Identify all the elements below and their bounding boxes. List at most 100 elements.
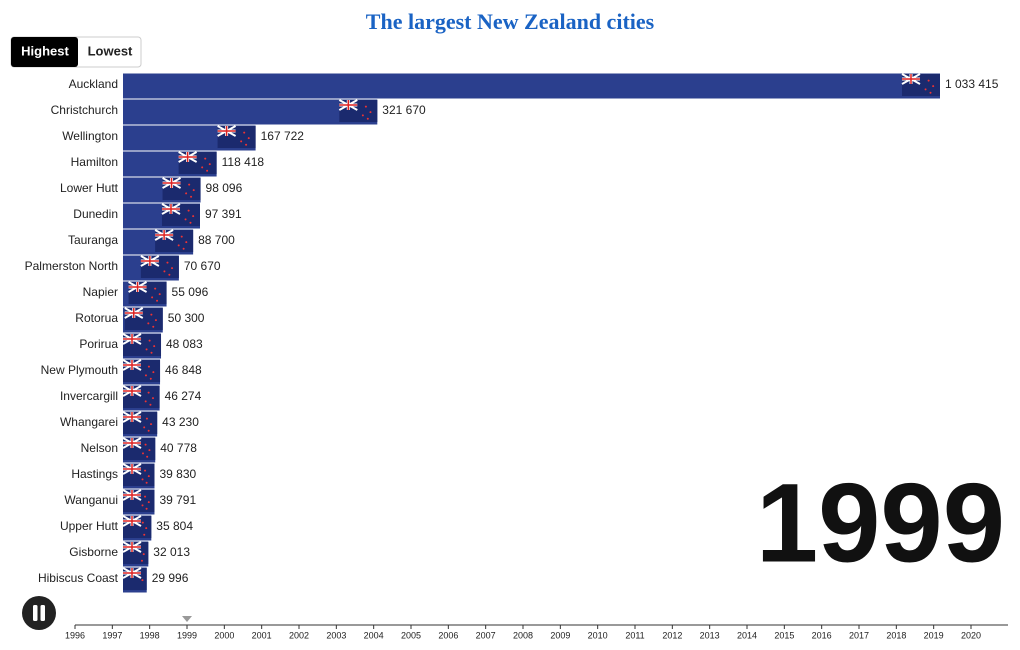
flag-star (364, 105, 367, 108)
flag-star (147, 391, 150, 394)
category-label: Gisborne (69, 545, 118, 559)
flag (122, 359, 161, 382)
timeline-label: 2020 (961, 630, 981, 640)
category-label: Whangarei (60, 415, 118, 429)
timeline-label: 1997 (102, 630, 122, 640)
timeline-label: 2018 (886, 630, 906, 640)
flag (122, 541, 149, 564)
timeline-label: 2017 (849, 630, 869, 640)
timeline-label: 2002 (289, 630, 309, 640)
flag-star (144, 374, 147, 377)
timeline-label: 2015 (774, 630, 794, 640)
value-label: 29 996 (152, 571, 189, 585)
bar (123, 99, 378, 125)
timeline-label: 2001 (252, 630, 272, 640)
highest-label[interactable]: Highest (21, 43, 69, 58)
flag-star (206, 169, 209, 172)
play-button[interactable] (22, 596, 56, 630)
flag-star (166, 261, 169, 264)
category-label: Tauranga (68, 233, 118, 247)
value-label: 88 700 (198, 233, 235, 247)
flag-star (149, 377, 152, 380)
flag (338, 99, 378, 122)
timeline-label: 1998 (140, 630, 160, 640)
category-label: Hibiscus Coast (38, 571, 119, 585)
flag-star (141, 478, 144, 481)
timeline-label: 2003 (326, 630, 346, 640)
flag-star (144, 469, 147, 472)
flag-star (152, 325, 155, 328)
category-label: Lower Hutt (60, 181, 119, 195)
flag-star (240, 140, 243, 143)
flag (122, 333, 162, 356)
flag-star (141, 504, 144, 507)
flag-star (185, 192, 188, 195)
category-label: Napier (83, 285, 118, 299)
flag-star (188, 183, 191, 186)
flag-star (361, 114, 364, 117)
flag-star (152, 371, 155, 374)
timeline-label: 2006 (438, 630, 458, 640)
flag (122, 411, 158, 434)
pause-bar[interactable] (33, 605, 38, 621)
flag-star (153, 345, 156, 348)
pause-bar[interactable] (40, 605, 46, 621)
flag-star (151, 296, 154, 299)
flag-star (924, 88, 927, 91)
flag-star (145, 507, 148, 510)
value-label: 35 804 (156, 519, 193, 533)
category-label: Invercargill (60, 389, 118, 403)
flag (217, 125, 256, 148)
flag-star (141, 452, 144, 455)
timeline-label: 2004 (364, 630, 384, 640)
flag-star (144, 400, 147, 403)
flag-star (158, 293, 161, 296)
year-label: 1999 (756, 461, 1005, 586)
timeline-label: 2008 (513, 630, 533, 640)
timeline-label: 1999 (177, 630, 197, 640)
highest-button[interactable] (11, 37, 78, 67)
value-label: 32 013 (153, 545, 190, 559)
timeline-label: 2011 (625, 630, 644, 640)
category-label: Wellington (62, 129, 118, 143)
flag-star (147, 365, 150, 368)
value-label: 46 274 (165, 389, 202, 403)
timeline-label: 2000 (214, 630, 234, 640)
timeline-label: 2012 (662, 630, 682, 640)
flag-star (189, 221, 192, 224)
category-label: Dunedin (73, 207, 118, 221)
flag (128, 281, 167, 304)
play-circle[interactable] (22, 596, 56, 630)
flag-star (147, 501, 150, 504)
timeline-marker[interactable] (182, 616, 192, 622)
flag-star (147, 475, 150, 478)
flag (154, 229, 194, 252)
flag-star (177, 244, 180, 247)
flag-star (143, 426, 146, 429)
flag-star (366, 117, 369, 120)
timeline-label: 2009 (550, 630, 570, 640)
flag-star (140, 559, 143, 562)
timeline-label: 2005 (401, 630, 421, 640)
timeline-label: 2019 (924, 630, 944, 640)
lowest-button[interactable]: Lowest (88, 43, 133, 58)
timeline-label: 1996 (65, 630, 85, 640)
value-label: 98 096 (206, 181, 243, 195)
flag-star (187, 209, 190, 212)
value-label: 46 848 (165, 363, 202, 377)
flag-star (180, 235, 183, 238)
flag-star (148, 339, 151, 342)
flag (122, 437, 156, 460)
flag-star (185, 241, 188, 244)
category-label: New Plymouth (41, 363, 118, 377)
value-label: 70 670 (184, 259, 221, 273)
category-label: Wanganui (64, 493, 118, 507)
flag-star (147, 429, 150, 432)
flag-star (245, 143, 248, 146)
value-label: 167 722 (261, 129, 305, 143)
timeline-label: 2014 (737, 630, 757, 640)
flag (122, 567, 147, 590)
flag-star (201, 166, 204, 169)
